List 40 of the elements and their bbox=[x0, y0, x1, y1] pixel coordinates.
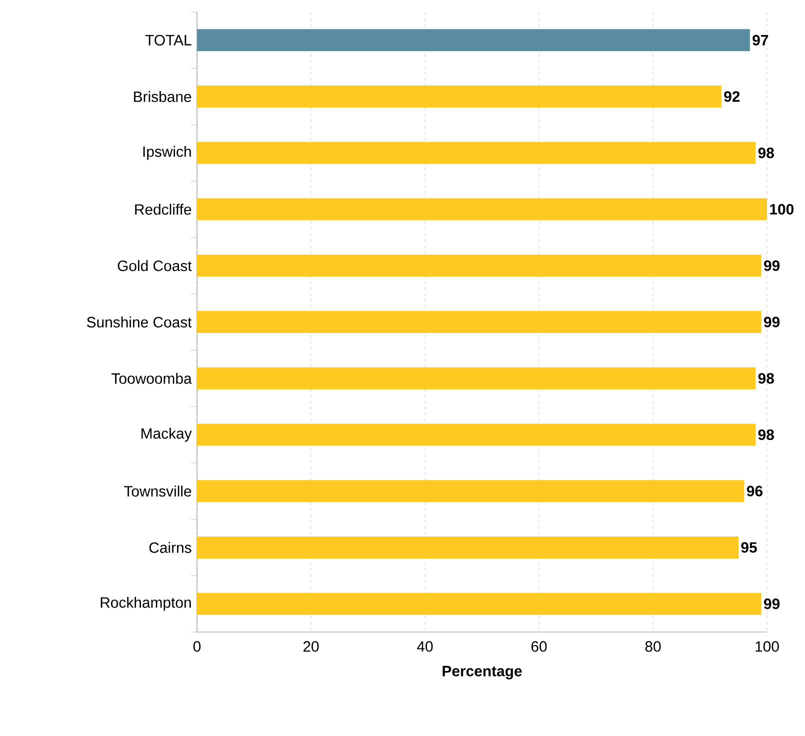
x-tick-label: 40 bbox=[417, 641, 433, 652]
x-axis-title: Percentage bbox=[442, 666, 522, 680]
bar bbox=[196, 198, 768, 220]
x-tick-label: 0 bbox=[193, 641, 201, 652]
bar bbox=[196, 424, 756, 446]
y-tick-label: Sunshine Coast bbox=[86, 316, 192, 328]
bar bbox=[196, 254, 762, 277]
x-tick-label: 100 bbox=[756, 641, 779, 652]
y-tick-label: Gold Coast bbox=[118, 260, 192, 272]
y-tick-label: Brisbane bbox=[134, 91, 192, 102]
data-label: 99 bbox=[764, 598, 780, 610]
data-label: 95 bbox=[741, 542, 757, 553]
bar bbox=[196, 311, 762, 334]
y-tick-label: Townsville bbox=[124, 486, 192, 497]
data-label: 97 bbox=[752, 34, 768, 46]
x-tick-label: 60 bbox=[531, 641, 547, 652]
y-tick-label: Mackay bbox=[142, 428, 192, 442]
x-tick-label: 20 bbox=[303, 641, 319, 652]
data-label: 98 bbox=[758, 373, 774, 384]
data-label: 99 bbox=[764, 316, 780, 328]
bar bbox=[196, 592, 762, 615]
y-tick-label: Cairns bbox=[149, 542, 192, 553]
data-label: 98 bbox=[758, 148, 774, 158]
data-label: 92 bbox=[724, 91, 740, 102]
y-tick-label: Ipswich bbox=[143, 146, 191, 160]
y-tick-label: Rockhampton bbox=[100, 596, 191, 611]
y-tick-label: Toowoomba bbox=[112, 372, 192, 384]
bar bbox=[196, 367, 756, 390]
data-label: 100 bbox=[770, 204, 794, 215]
data-label: 99 bbox=[764, 260, 780, 271]
bar bbox=[196, 480, 744, 502]
data-label: 98 bbox=[758, 429, 774, 440]
x-tick-label: 80 bbox=[645, 641, 661, 652]
bar bbox=[196, 142, 756, 164]
y-tick-label: TOTAL bbox=[145, 34, 192, 46]
bar bbox=[196, 29, 750, 52]
y-tick-label: Redcliffe bbox=[135, 204, 192, 215]
data-label: 96 bbox=[746, 486, 762, 496]
bar bbox=[196, 536, 739, 558]
bar bbox=[196, 86, 722, 108]
